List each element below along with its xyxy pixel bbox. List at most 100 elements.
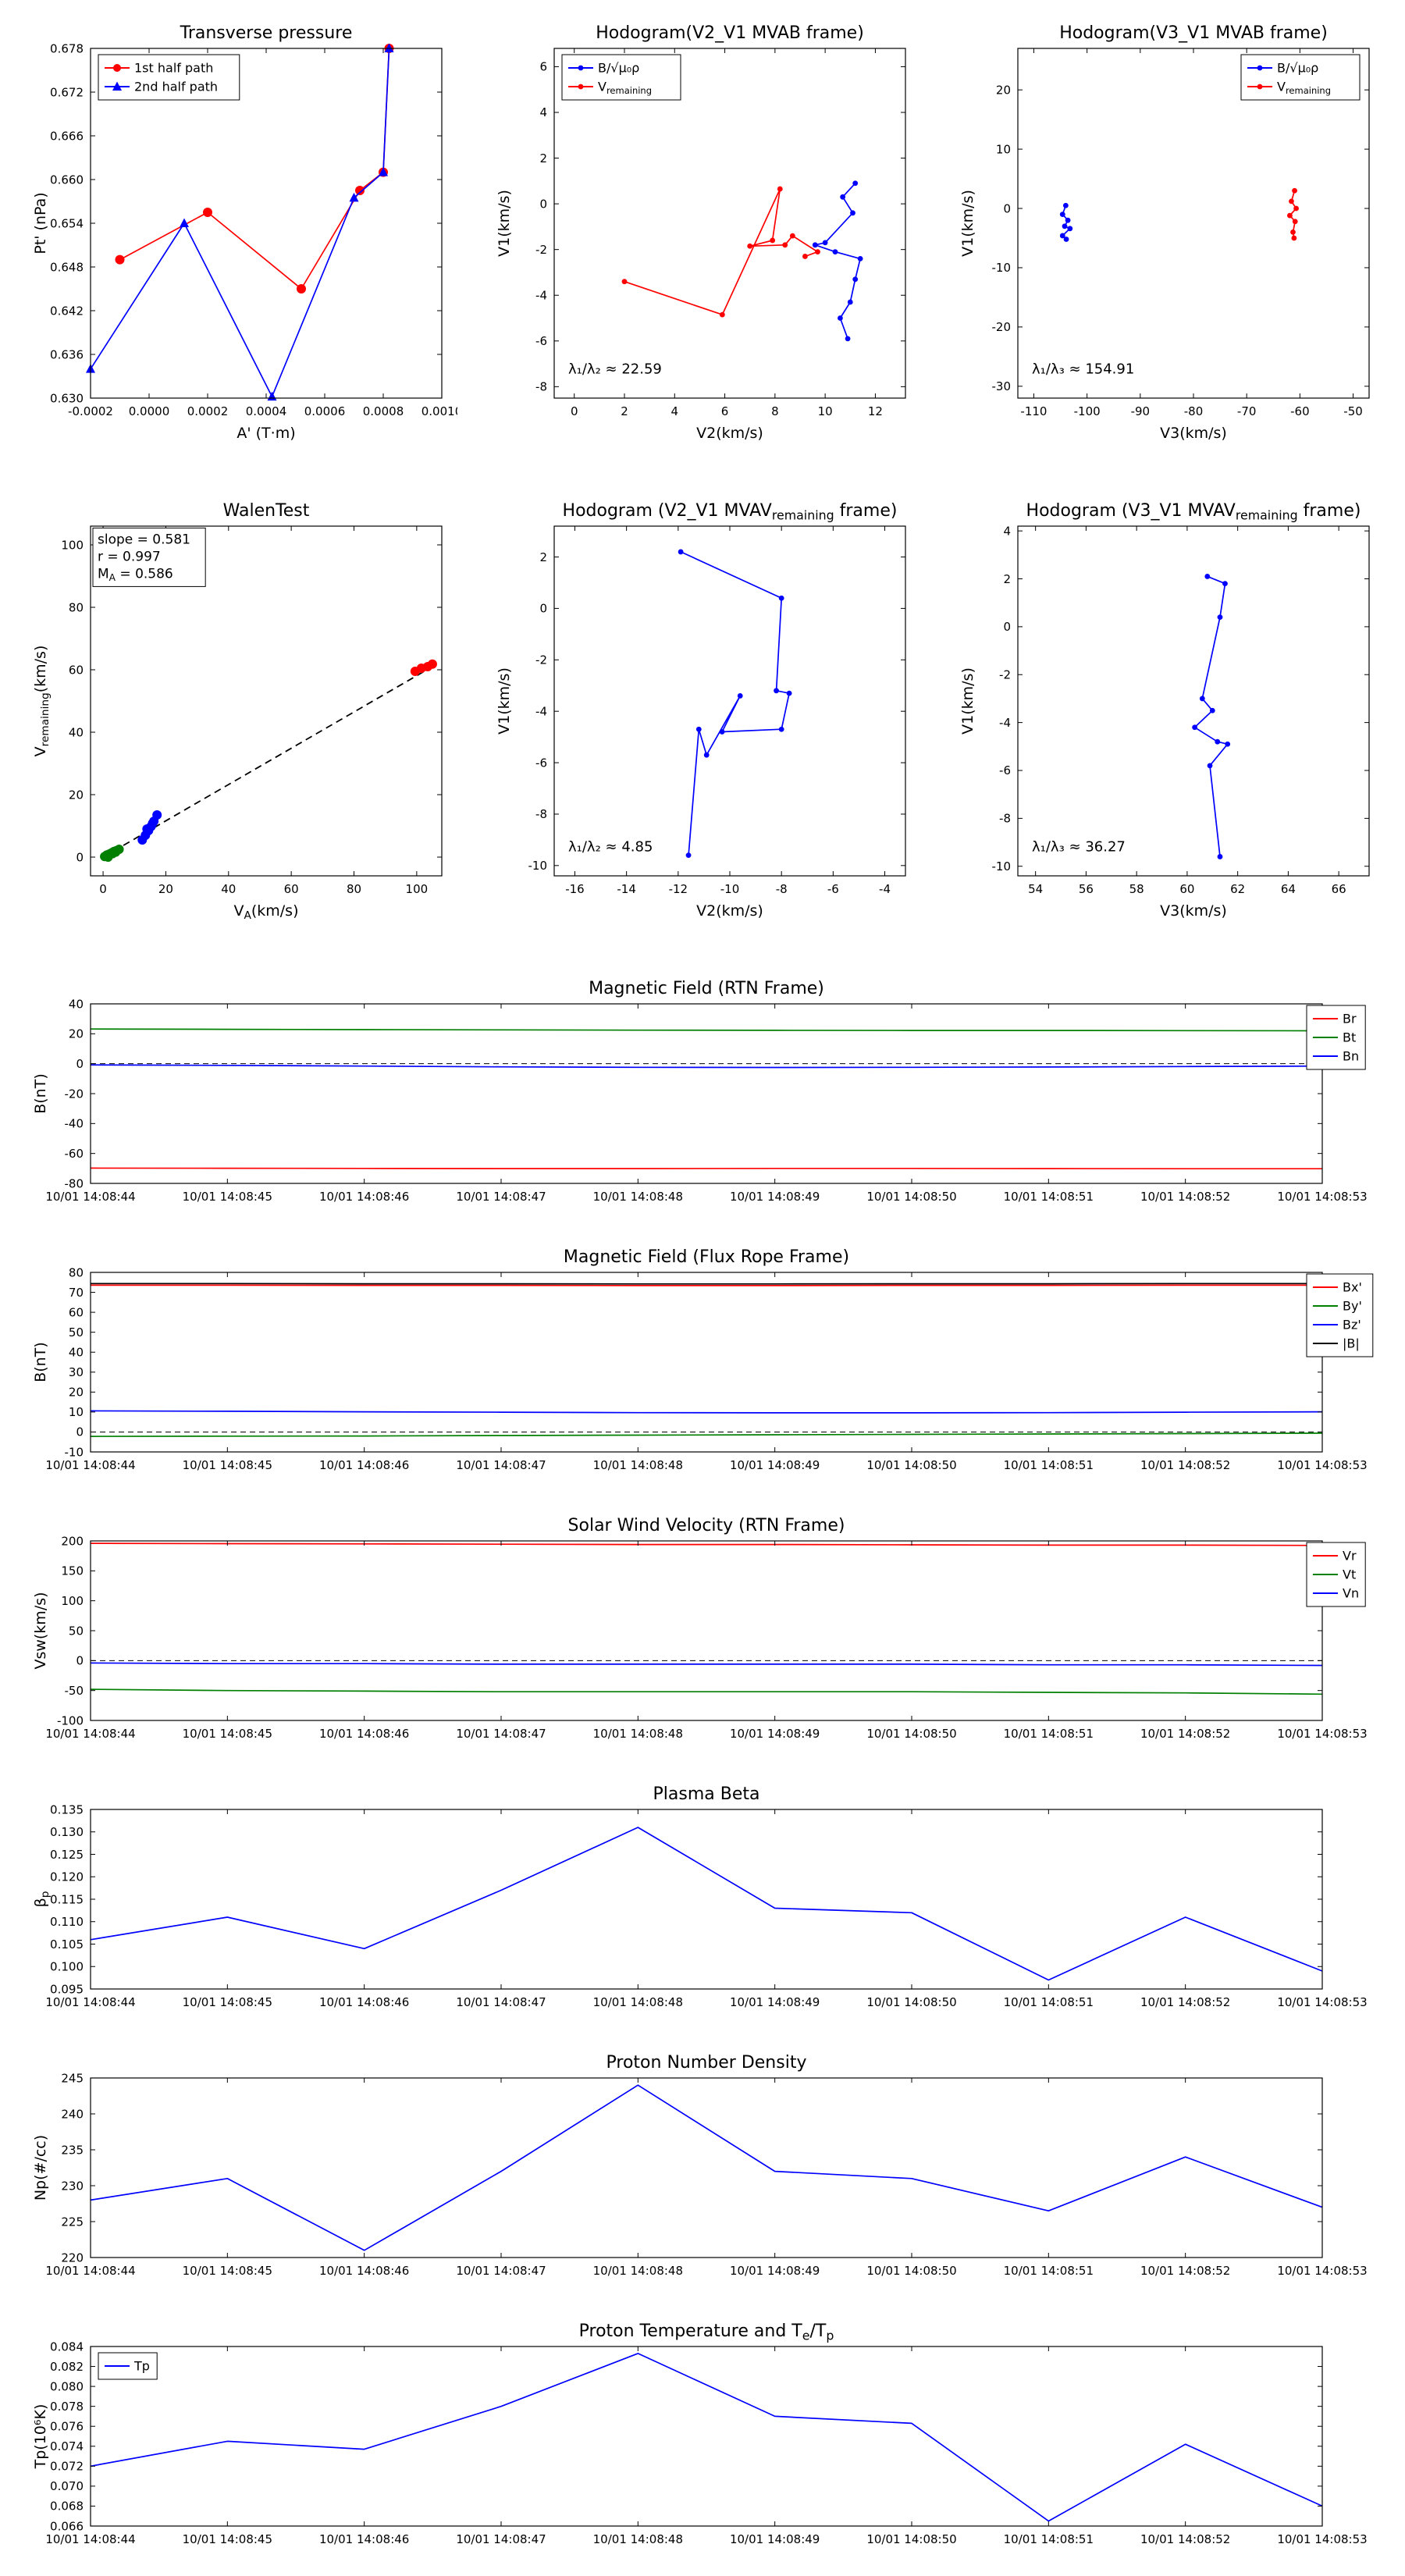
svg-text:0.672: 0.672 (50, 85, 84, 99)
svg-text:-8: -8 (776, 882, 788, 896)
svg-text:0: 0 (1003, 620, 1011, 634)
svg-text:10/01 14:08:52: 10/01 14:08:52 (1140, 1727, 1230, 1741)
svg-text:0.0008: 0.0008 (363, 404, 404, 418)
svg-text:10/01 14:08:48: 10/01 14:08:48 (593, 1458, 683, 1472)
svg-text:0: 0 (76, 1654, 84, 1668)
svg-text:10/01 14:08:48: 10/01 14:08:48 (593, 1727, 683, 1741)
svg-text:230: 230 (61, 2179, 84, 2193)
svg-text:10/01 14:08:46: 10/01 14:08:46 (319, 1458, 409, 1472)
svg-text:10/01 14:08:44: 10/01 14:08:44 (45, 2264, 135, 2278)
svg-text:12: 12 (868, 404, 883, 418)
svg-text:0.082: 0.082 (50, 2360, 84, 2374)
svg-text:0: 0 (571, 404, 578, 418)
svg-text:2nd half path: 2nd half path (134, 80, 218, 94)
svg-text:-20: -20 (65, 1087, 84, 1101)
svg-text:Bx': Bx' (1343, 1280, 1362, 1295)
svg-text:0.125: 0.125 (50, 1848, 84, 1862)
svg-text:0.120: 0.120 (50, 1870, 84, 1884)
svg-text:100: 100 (406, 882, 429, 896)
svg-text:54: 54 (1028, 882, 1043, 896)
svg-text:10/01 14:08:48: 10/01 14:08:48 (593, 2264, 683, 2278)
svg-text:-90: -90 (1131, 404, 1151, 418)
svg-text:2: 2 (539, 550, 547, 564)
svg-text:r = 0.997: r = 0.997 (98, 549, 161, 564)
svg-text:8: 8 (771, 404, 779, 418)
svg-text:10/01 14:08:53: 10/01 14:08:53 (1277, 1458, 1367, 1472)
svg-text:2: 2 (539, 151, 547, 165)
svg-text:Hodogram(V2_V1 MVAB frame): Hodogram(V2_V1 MVAB frame) (596, 23, 864, 43)
svg-text:Vremaining: Vremaining (1277, 80, 1331, 96)
svg-text:10/01 14:08:50: 10/01 14:08:50 (866, 1995, 956, 2009)
svg-text:V1(km/s): V1(km/s) (959, 190, 976, 257)
svg-text:-50: -50 (65, 1684, 84, 1698)
svg-text:-4: -4 (879, 882, 891, 896)
svg-text:0.110: 0.110 (50, 1915, 84, 1929)
svg-text:10: 10 (69, 1405, 84, 1419)
svg-text:Plasma Beta: Plasma Beta (653, 1784, 760, 1804)
svg-text:60: 60 (69, 1305, 84, 1319)
svg-text:-16: -16 (565, 882, 585, 896)
svg-text:4: 4 (1003, 524, 1011, 538)
svg-text:V1(km/s): V1(km/s) (496, 667, 513, 735)
svg-text:Br: Br (1343, 1012, 1357, 1026)
svg-text:1st half path: 1st half path (134, 61, 213, 76)
svg-text:λ₁/λ₃ ≈ 154.91: λ₁/λ₃ ≈ 154.91 (1032, 361, 1134, 378)
svg-text:0.0002: 0.0002 (187, 404, 229, 418)
svg-text:10/01 14:08:44: 10/01 14:08:44 (45, 2532, 135, 2546)
svg-text:-8: -8 (999, 812, 1011, 826)
chart-magnetic-field-flux-rope: Magnetic Field (Flux Rope Frame) 10/01 14… (0, 1240, 1405, 1488)
svg-text:10/01 14:08:46: 10/01 14:08:46 (319, 2264, 409, 2278)
svg-text:0: 0 (1003, 201, 1011, 215)
svg-text:0.666: 0.666 (50, 129, 84, 143)
svg-text:66: 66 (1332, 882, 1346, 896)
svg-text:0: 0 (539, 602, 547, 616)
svg-text:0.654: 0.654 (50, 216, 84, 230)
svg-text:B/√μ₀ρ: B/√μ₀ρ (1277, 61, 1318, 76)
svg-text:Bn: Bn (1343, 1049, 1359, 1064)
svg-text:40: 40 (69, 725, 84, 739)
svg-text:10/01 14:08:53: 10/01 14:08:53 (1277, 2532, 1367, 2546)
svg-text:80: 80 (347, 882, 361, 896)
svg-text:Tp: Tp (133, 2359, 150, 2374)
svg-text:0.074: 0.074 (50, 2439, 84, 2453)
svg-text:10/01 14:08:49: 10/01 14:08:49 (730, 2532, 820, 2546)
svg-text:WalenTest: WalenTest (223, 501, 310, 521)
svg-text:80: 80 (69, 1265, 84, 1279)
svg-text:-2: -2 (999, 667, 1011, 681)
svg-text:10/01 14:08:53: 10/01 14:08:53 (1277, 1995, 1367, 2009)
svg-text:200: 200 (61, 1534, 84, 1548)
svg-text:20: 20 (158, 882, 173, 896)
svg-text:40: 40 (221, 882, 236, 896)
svg-text:4: 4 (671, 404, 679, 418)
svg-text:2: 2 (621, 404, 628, 418)
svg-text:0.100: 0.100 (50, 1960, 84, 1974)
svg-text:10/01 14:08:50: 10/01 14:08:50 (866, 2264, 956, 2278)
svg-text:-100: -100 (57, 1713, 84, 1727)
chart-proton-density: Proton Number Density 10/01 14:08:44 10/01… (0, 2045, 1405, 2293)
svg-text:0.105: 0.105 (50, 1937, 84, 1952)
svg-text:10/01 14:08:51: 10/01 14:08:51 (1004, 2264, 1094, 2278)
analysis-grid: Transverse pressure -0.0002 0.0000 0.0002 0.… (0, 11, 1405, 926)
svg-text:-12: -12 (669, 882, 688, 896)
svg-text:10/01 14:08:44: 10/01 14:08:44 (45, 1727, 135, 1741)
svg-text:80: 80 (69, 600, 84, 614)
svg-text:0.080: 0.080 (50, 2379, 84, 2393)
svg-text:10/01 14:08:53: 10/01 14:08:53 (1277, 1190, 1367, 1204)
svg-text:10/01 14:08:45: 10/01 14:08:45 (183, 1458, 272, 1472)
svg-text:20: 20 (69, 1027, 84, 1041)
svg-text:10/01 14:08:44: 10/01 14:08:44 (45, 1995, 135, 2009)
svg-text:245: 245 (61, 2071, 84, 2085)
svg-text:20: 20 (69, 788, 84, 802)
svg-text:-2: -2 (535, 243, 547, 257)
svg-text:10/01 14:08:47: 10/01 14:08:47 (456, 2532, 546, 2546)
svg-text:10/01 14:08:51: 10/01 14:08:51 (1004, 1190, 1094, 1204)
svg-text:-80: -80 (65, 1176, 84, 1190)
svg-text:10/01 14:08:46: 10/01 14:08:46 (319, 2532, 409, 2546)
svg-text:50: 50 (69, 1624, 84, 1638)
svg-text:-6: -6 (535, 756, 547, 770)
svg-text:-6: -6 (999, 763, 1011, 777)
svg-text:|B|: |B| (1343, 1336, 1360, 1351)
svg-text:Proton Temperature and Te/Tp: Proton Temperature and Te/Tp (579, 2322, 834, 2343)
svg-text:30: 30 (69, 1365, 84, 1379)
